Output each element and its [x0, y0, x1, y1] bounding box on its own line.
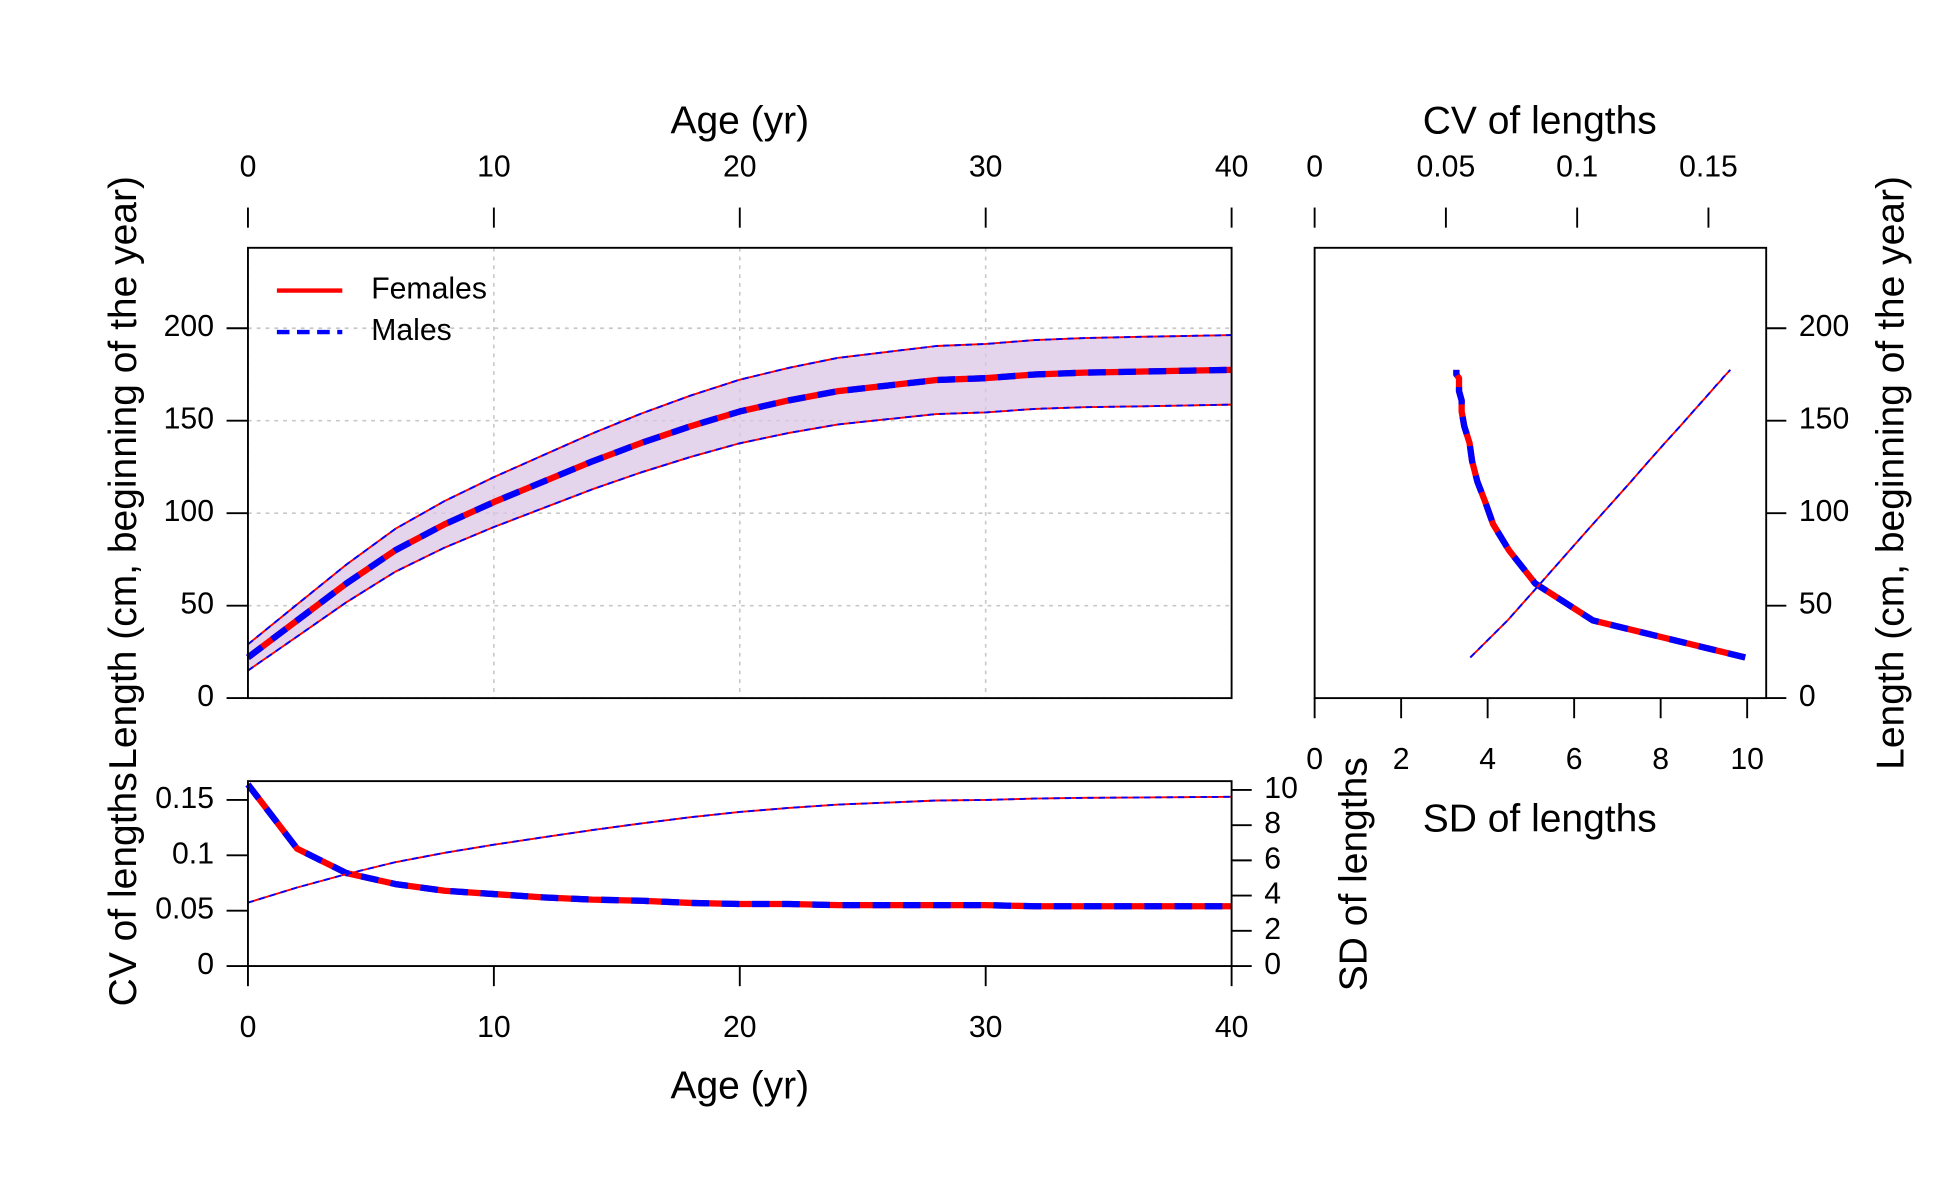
cv-vs-length [1453, 367, 1746, 661]
x-tick-label: 0.15 [1679, 151, 1738, 184]
mean-line [246, 366, 1232, 660]
y-axis-title: CV of lengths [102, 772, 145, 1006]
band-upper [247, 334, 1232, 646]
x-tick-label: 10 [1730, 743, 1764, 776]
y-tick-label: 100 [164, 495, 214, 528]
plot-frame [247, 246, 1233, 700]
y-tick-label: 0 [197, 948, 214, 981]
x-axis-title: Age (yr) [670, 1064, 809, 1107]
y-tick-label: 0.05 [155, 893, 214, 926]
y-tick-label: 4 [1264, 878, 1281, 911]
y-tick-label: 50 [180, 588, 214, 621]
plot-frame [1313, 246, 1768, 700]
plot-frame [247, 780, 1233, 967]
y-tick-label: 100 [1799, 495, 1849, 528]
y-tick-label: 0.1 [172, 837, 214, 870]
y-tick-label: 6 [1264, 842, 1281, 875]
x-tick-label: 0 [240, 1011, 257, 1044]
sd-line [247, 795, 1232, 904]
x-tick-label: 0 [1306, 151, 1323, 184]
x-tick-label: 20 [723, 1011, 757, 1044]
y-axis-title: Length (cm, beginning of the year) [102, 176, 145, 770]
y-tick-label: 2 [1264, 913, 1281, 946]
sd-vs-length [1469, 369, 1731, 659]
y-tick-label: 200 [164, 310, 214, 343]
x-tick-label: 0 [240, 151, 257, 184]
y-tick-label: 0 [1799, 680, 1816, 713]
x-tick-label: 10 [477, 1011, 511, 1044]
x-tick-label: 20 [723, 151, 757, 184]
x2-axis-title: SD of lengths [1423, 798, 1657, 841]
legend-label: Females [371, 273, 487, 306]
y-tick-label: 8 [1264, 807, 1281, 840]
band-lower [247, 403, 1232, 672]
x-tick-label: 0.05 [1417, 151, 1476, 184]
x-tick-label: 30 [969, 1011, 1003, 1044]
x-tick-label: 2 [1393, 743, 1410, 776]
y-tick-label: 0 [1264, 948, 1281, 981]
x-axis-title: Age (yr) [670, 100, 809, 143]
y-tick-label: 150 [164, 403, 214, 436]
x-tick-label: 40 [1215, 151, 1249, 184]
x-tick-label: 0 [1306, 743, 1323, 776]
x-tick-label: 8 [1652, 743, 1669, 776]
cv-line [245, 782, 1232, 910]
y-tick-label: 10 [1264, 772, 1298, 805]
y-tick-label: 200 [1799, 310, 1849, 343]
y-tick-label: 150 [1799, 403, 1849, 436]
cv-vs-length [1453, 367, 1746, 661]
x-tick-label: 30 [969, 151, 1003, 184]
y-tick-label: 0.15 [155, 782, 214, 815]
x-axis-title: CV of lengths [1423, 100, 1657, 143]
cv-line [245, 782, 1232, 910]
x-tick-label: 10 [477, 151, 511, 184]
x-tick-label: 0.1 [1556, 151, 1598, 184]
x-tick-label: 40 [1215, 1011, 1249, 1044]
y-tick-label: 50 [1799, 588, 1833, 621]
y-axis-title: Length (cm, beginning of the year) [1870, 176, 1913, 770]
y2-axis-title: SD of lengths [1332, 757, 1375, 991]
legend-label: Males [371, 314, 451, 347]
x-tick-label: 6 [1566, 743, 1583, 776]
y-tick-label: 0 [197, 680, 214, 713]
x-tick-label: 4 [1479, 743, 1496, 776]
